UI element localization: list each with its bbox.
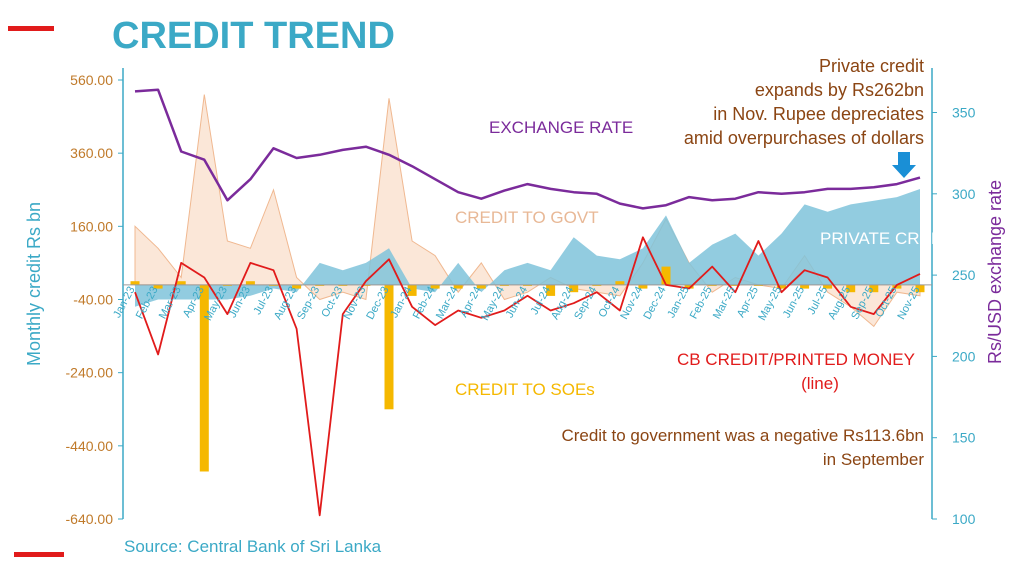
left-tick-label: 360.00 — [70, 145, 113, 161]
credit-to-soes-label: CREDIT TO SOEs — [455, 380, 595, 399]
soe-bar — [453, 284, 463, 289]
soe-bar — [361, 284, 371, 286]
soe-bar — [546, 284, 556, 296]
right-tick-label: 150 — [952, 430, 976, 446]
soe-bar — [846, 284, 856, 293]
soe-bar — [800, 284, 810, 289]
left-tick-label: -440.00 — [66, 438, 114, 454]
soe-bar — [730, 284, 740, 286]
soe-bar — [753, 284, 763, 286]
left-axis-title: Monthly credit Rs bn — [24, 202, 44, 366]
bottom-accent-bar — [14, 552, 64, 557]
top-accent-bar — [8, 26, 54, 31]
right-tick-label: 350 — [952, 105, 976, 121]
soe-bar — [384, 284, 394, 410]
x-tick-label: Jul-25 — [806, 285, 831, 317]
left-tick-label: -240.00 — [66, 365, 114, 381]
private-credit-annotation-line-3: in Nov. Rupee depreciates — [713, 104, 924, 124]
private-credit-label: PRIVATE CRED — [820, 229, 943, 248]
cb-credit-label: CB CREDIT/PRINTED MONEY — [677, 350, 915, 369]
soe-bar — [661, 266, 671, 285]
right-tick-label: 100 — [952, 511, 976, 527]
line-layer — [134, 88, 921, 517]
soe-bar — [915, 284, 925, 293]
x-tick-label: Mar-24 — [434, 285, 461, 321]
chart-title: CREDIT TREND — [112, 15, 395, 57]
right-tick-label: 250 — [952, 267, 976, 283]
cb-credit-line — [134, 236, 921, 517]
soe-bar — [684, 284, 694, 289]
private-credit-area — [135, 189, 920, 307]
right-axis-title: Rs/USD exchange rate — [985, 180, 1005, 364]
x-tick-label: Dec-24 — [641, 285, 668, 322]
soe-bar — [338, 284, 348, 286]
soe-bar — [130, 281, 140, 285]
govt-credit-annotation-line-2: in September — [823, 450, 924, 469]
source-note: Source: Central Bank of Sri Lanka — [124, 537, 382, 556]
soe-bar — [176, 281, 186, 285]
bar-layer — [130, 266, 925, 472]
soe-bar — [707, 284, 717, 286]
soe-bar — [638, 284, 648, 289]
soe-bar — [153, 284, 163, 289]
right-tick-label: 300 — [952, 186, 976, 202]
soe-bar — [569, 284, 579, 293]
down-arrow-icon — [892, 152, 916, 178]
soe-bar — [430, 284, 440, 289]
soe-bar — [245, 281, 255, 285]
left-tick-label: 160.00 — [70, 218, 113, 234]
soe-bar — [292, 284, 302, 289]
credit-to-govt-label: CREDIT TO GOVT — [455, 208, 599, 227]
soe-bar — [892, 284, 902, 289]
soe-bar — [315, 284, 325, 286]
private-credit-annotation-line-4: amid overpurchases of dollars — [684, 128, 924, 148]
private-credit-annotation-line-1: Private credit — [819, 56, 924, 76]
exchange-rate-label: EXCHANGE RATE — [489, 118, 633, 137]
annotations: Private credit expands by Rs262bn in Nov… — [561, 56, 924, 469]
soe-bar — [523, 284, 532, 286]
soe-bar — [407, 284, 417, 296]
govt-credit-annotation-line-1: Credit to government was a negative Rs11… — [561, 426, 924, 445]
soe-bar — [592, 284, 602, 286]
exchange-rate-line — [134, 88, 921, 210]
soe-bar — [777, 284, 786, 289]
right-tick-label: 200 — [952, 348, 976, 364]
soe-bar — [869, 284, 879, 293]
cb-credit-sub-label: (line) — [801, 374, 839, 393]
soe-bar — [222, 284, 232, 286]
soe-bar — [615, 281, 625, 285]
soe-bar — [269, 284, 278, 286]
soe-bar — [499, 284, 509, 286]
private-credit-annotation-line-2: expands by Rs262bn — [755, 80, 924, 100]
soe-bar — [476, 284, 486, 289]
left-tick-label: -40.00 — [73, 292, 113, 308]
x-tick-label: Sep-23 — [295, 285, 322, 322]
soe-bar — [823, 284, 833, 289]
soe-bar — [199, 284, 209, 472]
axes-layer: 560.00 360.00 160.00 -40.00 -240.00 -440.00 -6… — [66, 68, 976, 527]
left-tick-label: -640.00 — [66, 511, 114, 527]
left-tick-label: 560.00 — [70, 72, 113, 88]
